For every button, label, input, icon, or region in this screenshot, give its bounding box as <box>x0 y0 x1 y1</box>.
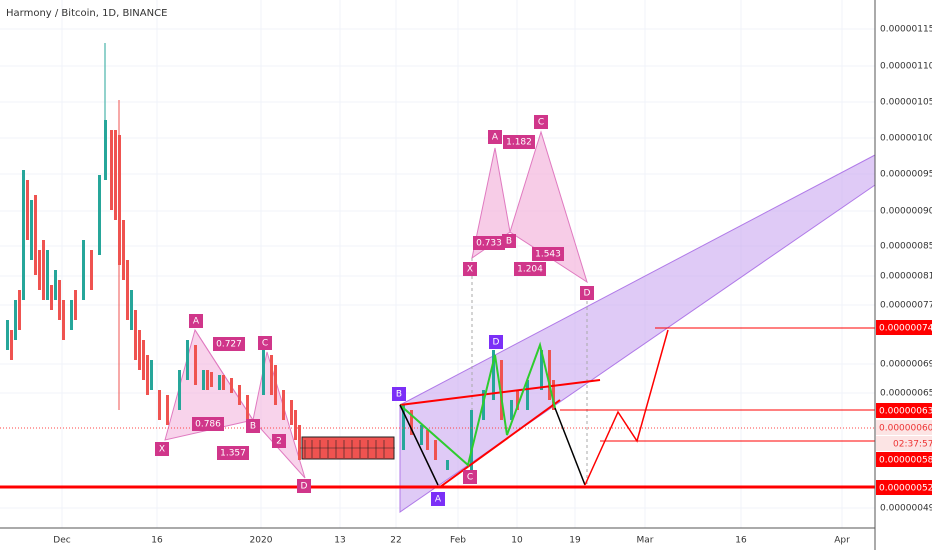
price-tag: 0.00000060 <box>879 424 932 434</box>
price-label: 0.00000105 <box>880 98 932 108</box>
label: B <box>506 237 512 247</box>
chart-title: Harmony / Bitcoin, 1D, BINANCE <box>6 8 167 19</box>
label: 0.786 <box>195 420 221 430</box>
price-label: 0.00000069 <box>880 360 932 370</box>
label: C <box>538 118 544 128</box>
time-label: 22 <box>390 536 401 546</box>
label: 0.727 <box>216 340 242 350</box>
label: X <box>467 265 473 275</box>
label: 0.733 <box>476 239 502 249</box>
price-label: 0.00000095 <box>880 170 932 180</box>
label: 1.543 <box>535 250 561 260</box>
label: A <box>193 317 200 327</box>
price-label: 0.00000065 <box>880 389 932 399</box>
label: 1.204 <box>517 265 543 275</box>
time-label: 19 <box>569 536 581 546</box>
time-label: 16 <box>735 536 747 546</box>
price-label: 0.00000085 <box>880 242 932 252</box>
time-label: 16 <box>151 536 163 546</box>
countdown: 02:37:57 <box>893 440 932 450</box>
label: D <box>584 289 591 299</box>
label: A <box>435 495 442 505</box>
label: C <box>467 473 473 483</box>
drawings <box>0 327 875 489</box>
label: B <box>396 390 402 400</box>
price-tag: 0.00000074 <box>879 324 932 334</box>
price-label: 0.00000081 <box>880 272 932 282</box>
price-axis-labels: 0.00000115 0.00000110 0.00000105 0.00000… <box>880 25 932 514</box>
price-label: 0.00000115 <box>880 25 932 35</box>
grid <box>0 0 875 528</box>
label: X <box>159 445 165 455</box>
price-label: 0.00000049 <box>880 504 932 514</box>
time-label: Mar <box>637 536 654 546</box>
time-label: Feb <box>450 536 466 546</box>
price-tags: 0.00000074 0.00000063 0.00000060 02:37:5… <box>876 320 932 495</box>
price-tag: 0.00000058 <box>879 456 932 466</box>
time-label: Dec <box>53 536 70 546</box>
price-label: 0.00000090 <box>880 207 932 217</box>
label: 2 <box>276 437 282 447</box>
label: A <box>492 133 499 143</box>
price-label: 0.00000077 <box>880 301 932 311</box>
label: B <box>250 422 256 432</box>
label: D <box>301 482 308 492</box>
time-label: 10 <box>511 536 523 546</box>
harmonic-patterns <box>164 130 588 485</box>
label: 1.182 <box>506 138 532 148</box>
time-label: 2020 <box>250 536 273 546</box>
price-label: 0.00000100 <box>880 134 932 144</box>
price-tag: 0.00000052 <box>879 484 932 494</box>
time-axis: Dec 16 2020 13 22 Feb 10 19 Mar 16 Apr <box>53 536 850 546</box>
time-label: Apr <box>834 536 850 546</box>
label: D <box>493 338 500 348</box>
time-label: 13 <box>334 536 345 546</box>
pattern-labels: X A 0.727 C 0.786 B 2 1.357 D B D C A A … <box>155 115 594 506</box>
label: 1.357 <box>220 449 246 459</box>
price-tag: 0.00000063 <box>879 407 932 417</box>
price-label: 0.00000110 <box>880 62 932 72</box>
label: C <box>262 339 268 349</box>
candles <box>6 43 555 470</box>
